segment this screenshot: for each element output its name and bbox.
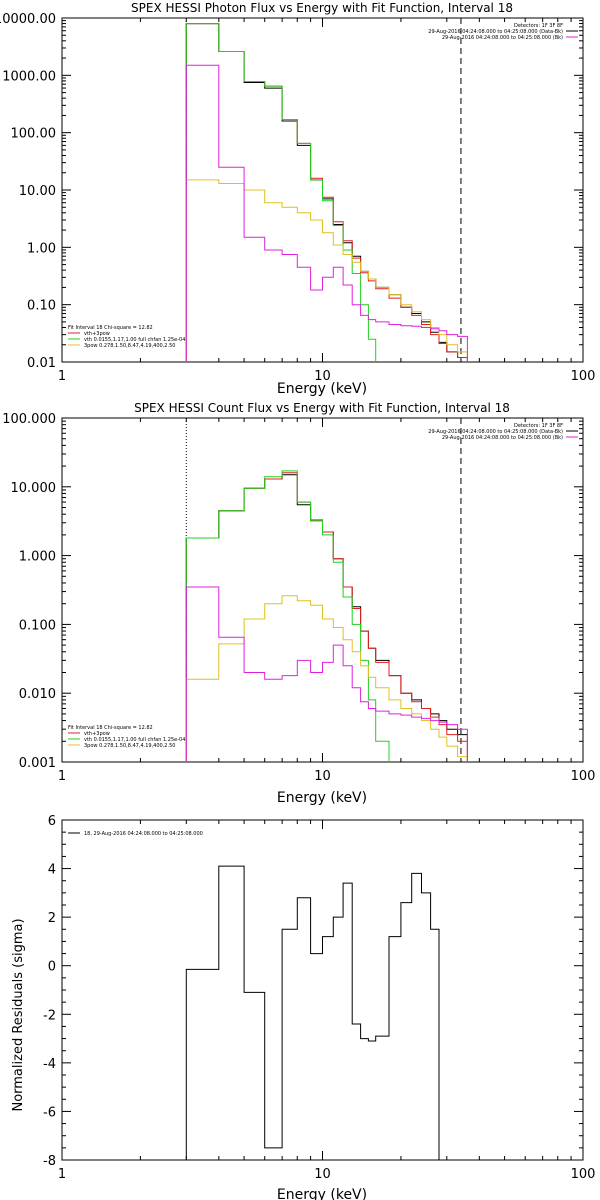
residuals-x-tick-label: 1: [58, 1167, 66, 1182]
residuals-axes-frame: [61, 819, 584, 1161]
count-flux-series-0: [185, 474, 468, 762]
count-flux-panel: SPEX HESSI Count Flux vs Energy with Fit…: [2, 401, 595, 806]
count-flux-x-tick-label: 100: [571, 769, 596, 784]
residuals-y-tick-label: -6: [43, 1105, 56, 1120]
residuals-y-tick-label: -2: [43, 1008, 56, 1023]
photon-flux-legend-left-entry: vth 0.0155,1.17,1.00 full chfan 1.25e-04: [84, 337, 185, 343]
residuals-panel: Energy (keV) Normalized Residuals (sigma…: [11, 814, 595, 1200]
photon-flux-x-tick-label: 1: [58, 369, 66, 384]
count-flux-axes-frame: [61, 417, 584, 763]
count-flux-y-tick-label: 0.010: [19, 687, 56, 702]
photon-flux-legend-left-entry: Fit Interval 18 Chi-square = 12.82: [68, 325, 153, 331]
residuals-y-tick-label: 2: [48, 911, 56, 926]
residuals-y-label: Normalized Residuals (sigma): [11, 918, 26, 1111]
photon-flux-y-tick-label: 10.00: [19, 184, 56, 199]
photon-flux-legend-right-entry: 29-Aug-2016 04:24:08.000 to 04:25:08.000…: [442, 35, 563, 41]
count-flux-series-4: [185, 586, 468, 762]
residuals-x-label: Energy (keV): [277, 1187, 367, 1200]
count-flux-title: SPEX HESSI Count Flux vs Energy with Fit…: [134, 401, 510, 415]
photon-flux-legend-right-entry: Detectors: 1F 3F 8F: [514, 23, 563, 29]
count-flux-legend-left-entry: Fit Interval 18 Chi-square = 12.82: [68, 725, 153, 731]
photon-flux-y-tick-label: 1000.00: [2, 69, 56, 84]
photon-flux-y-tick-label: 100.00: [11, 127, 57, 142]
photon-flux-y-tick-label: 10000.00: [0, 12, 56, 27]
count-flux-legend-right-entry: 29-Aug-2016 04:24:08.000 to 04:25:08.000…: [442, 435, 563, 441]
photon-flux-x-tick-label: 10: [314, 369, 331, 384]
count-flux-y-tick-label: 100.000: [2, 412, 56, 427]
count-flux-series-3: [185, 595, 468, 762]
photon-flux-y-tick-label: 0.01: [27, 356, 56, 371]
residuals-series-0: [185, 865, 440, 1160]
count-flux-y-tick-label: 1.000: [19, 550, 56, 565]
count-flux-x-tick-label: 10: [314, 769, 331, 784]
photon-flux-series-0: [185, 23, 468, 362]
residuals-y-tick-label: 6: [48, 814, 56, 829]
residuals-y-tick-label: -4: [43, 1057, 56, 1072]
photon-flux-series-1: [185, 23, 468, 362]
photon-flux-series-2: [185, 23, 377, 362]
residuals-legend-left-entry: 18, 29-Aug-2016 04:24:08.000 to 04:25:08…: [84, 831, 203, 837]
photon-flux-legend-left-entry: 3pow 0.278,1.50,8.47,4.19,400,2.50: [84, 343, 175, 349]
residuals-x-tick-label: 10: [314, 1167, 331, 1182]
photon-flux-legend-left-entry: vth+3pow: [84, 331, 110, 337]
count-flux-y-tick-label: 0.001: [19, 756, 56, 771]
residuals-y-tick-label: 4: [48, 863, 56, 878]
residuals-y-tick-label: 0: [48, 960, 56, 975]
residuals-y-tick-label: -8: [43, 1154, 56, 1169]
count-flux-series-1: [185, 472, 468, 762]
photon-flux-y-tick-label: 1.00: [27, 241, 56, 256]
count-flux-legend-left-entry: vth+3pow: [84, 731, 110, 737]
photon-flux-panel: SPEX HESSI Photon Flux vs Energy with Fi…: [0, 1, 595, 397]
photon-flux-legend-right-entry: 29-Aug-2016 04:24:08.000 to 04:25:08.000…: [428, 29, 563, 35]
photon-flux-x-tick-label: 100: [571, 369, 596, 384]
photon-flux-series-3: [185, 179, 468, 362]
count-flux-x-label: Energy (keV): [277, 790, 367, 806]
residuals-x-tick-label: 100: [571, 1167, 596, 1182]
count-flux-legend-right-entry: 29-Aug-2016 04:24:08.000 to 04:25:08.000…: [428, 429, 563, 435]
count-flux-series-2: [185, 470, 390, 762]
photon-flux-series-4: [185, 64, 468, 362]
count-flux-x-tick-label: 1: [58, 769, 66, 784]
count-flux-legend-right-entry: Detectors: 1F 3F 8F: [514, 423, 563, 429]
photon-flux-y-tick-label: 0.10: [27, 299, 56, 314]
count-flux-legend-left-entry: vth 0.0155,1.17,1.00 full chfan 1.25e-04: [84, 737, 185, 743]
count-flux-legend-left-entry: 3pow 0.278,1.50,8.47,4.19,400,2.50: [84, 743, 175, 749]
photon-flux-title: SPEX HESSI Photon Flux vs Energy with Fi…: [131, 1, 513, 15]
count-flux-y-tick-label: 0.100: [19, 618, 56, 633]
photon-flux-x-label: Energy (keV): [277, 381, 367, 397]
count-flux-y-tick-label: 10.000: [11, 481, 57, 496]
